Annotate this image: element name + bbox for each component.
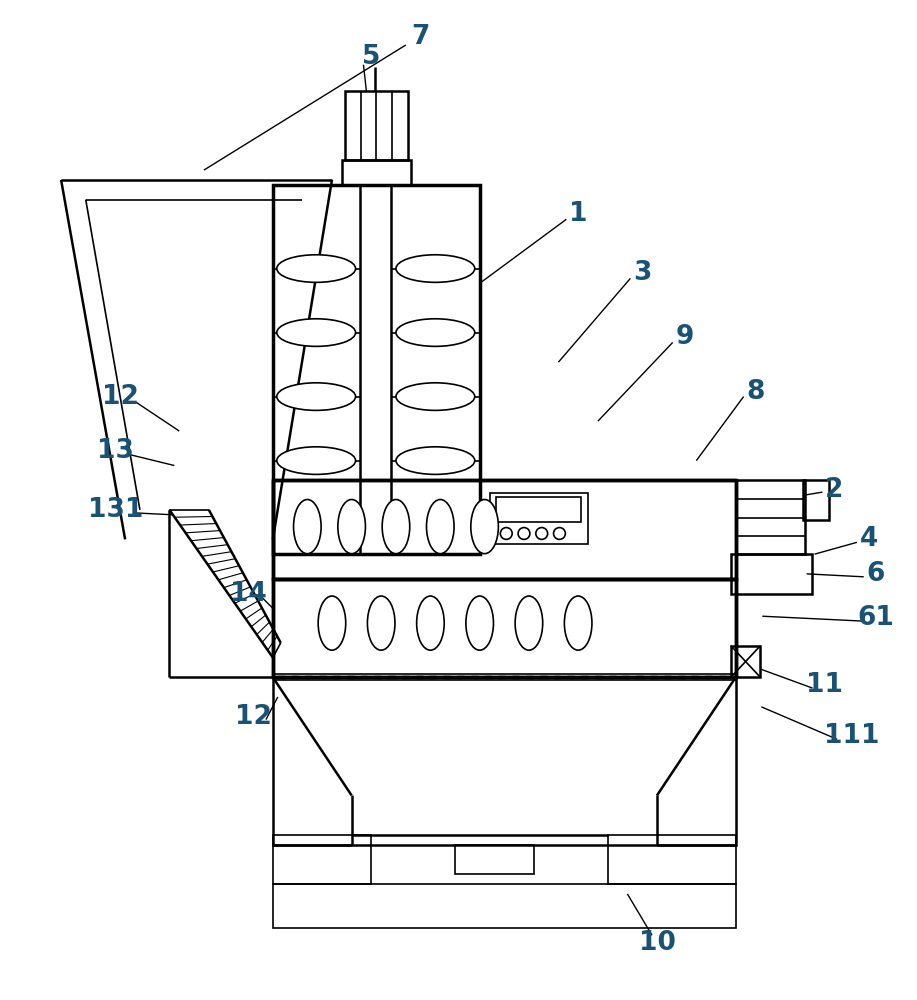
Bar [802,480,829,520]
Ellipse shape [368,596,395,650]
Bar [345,91,408,160]
Ellipse shape [293,500,321,554]
Bar [608,835,735,884]
Circle shape [554,528,566,539]
Text: 9: 9 [675,324,694,350]
Text: 14: 14 [230,581,267,607]
Text: 5: 5 [362,44,381,70]
Ellipse shape [396,255,475,282]
Text: 2: 2 [825,477,844,503]
Text: 12: 12 [235,704,271,730]
Text: 8: 8 [746,379,765,405]
Bar [342,160,411,185]
Ellipse shape [515,596,543,650]
Text: 111: 111 [824,723,879,749]
Text: 3: 3 [633,260,651,286]
Ellipse shape [277,383,356,410]
Bar [273,579,735,677]
Bar [731,554,812,594]
Ellipse shape [396,319,475,346]
Bar [273,677,735,845]
Circle shape [536,528,547,539]
Text: 7: 7 [412,24,430,50]
Text: 61: 61 [857,605,894,631]
Bar [273,480,735,579]
Ellipse shape [277,319,356,346]
Bar [455,845,534,874]
Bar [273,835,371,884]
Bar [490,493,588,544]
Ellipse shape [466,596,493,650]
Text: 1: 1 [569,201,588,227]
Bar [359,185,391,554]
Circle shape [501,528,513,539]
Bar [273,185,480,554]
Ellipse shape [277,447,356,474]
Bar [735,480,805,554]
Ellipse shape [318,596,346,650]
Ellipse shape [396,383,475,410]
Text: 10: 10 [638,930,676,956]
Bar [273,884,735,928]
Ellipse shape [470,500,498,554]
Ellipse shape [337,500,366,554]
Bar [731,646,760,677]
Text: 6: 6 [867,561,885,587]
Ellipse shape [416,596,444,650]
Text: 13: 13 [97,438,134,464]
Text: 11: 11 [806,672,843,698]
Ellipse shape [396,447,475,474]
Ellipse shape [382,500,410,554]
Ellipse shape [564,596,592,650]
Circle shape [518,528,530,539]
Ellipse shape [426,500,454,554]
Text: 4: 4 [859,526,878,552]
Text: 12: 12 [102,384,138,410]
Text: 131: 131 [88,497,143,523]
Bar [496,497,581,522]
Ellipse shape [277,255,356,282]
